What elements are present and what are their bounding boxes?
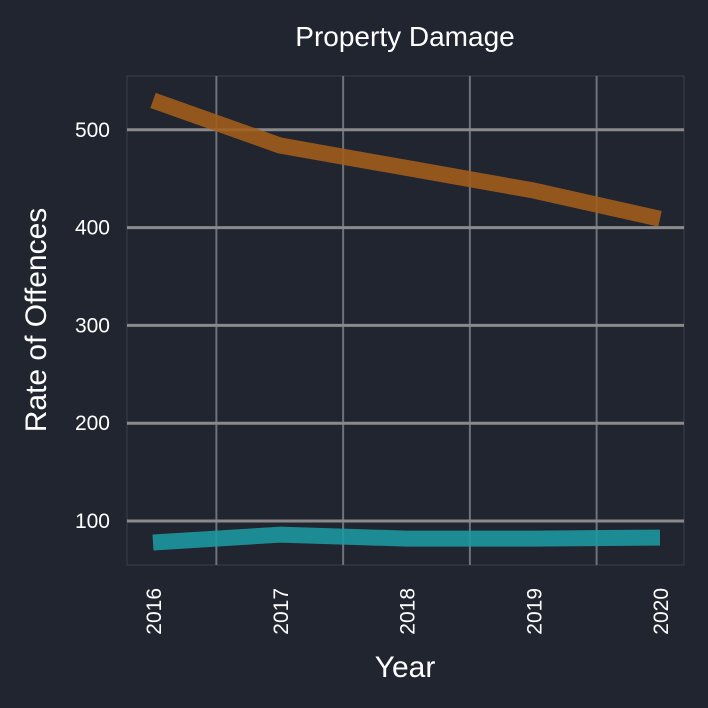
x-axis-ticks: 2016 2017 2018 2019 2020 bbox=[143, 588, 673, 635]
series-lines bbox=[150, 92, 662, 551]
x-tick-label: 2020 bbox=[650, 588, 673, 635]
plot-panel bbox=[126, 75, 685, 566]
y-tick-label: 400 bbox=[75, 217, 110, 240]
y-tick-label: 300 bbox=[75, 314, 110, 337]
y-tick-label: 200 bbox=[75, 412, 110, 435]
y-axis-ticks: 100 200 300 400 500 bbox=[75, 119, 110, 533]
y-axis-title: Rate of Offences bbox=[20, 208, 53, 433]
x-tick-label: 2017 bbox=[270, 588, 293, 635]
y-tick-label: 100 bbox=[75, 510, 110, 533]
series-line-1 bbox=[150, 92, 662, 227]
x-axis-title: Year bbox=[375, 651, 436, 684]
x-tick-label: 2018 bbox=[397, 588, 420, 635]
x-tick-label: 2016 bbox=[143, 588, 166, 635]
y-tick-label: 500 bbox=[75, 119, 110, 142]
series-line-2 bbox=[152, 526, 661, 551]
chart-title: Property Damage bbox=[295, 21, 514, 52]
x-tick-label: 2019 bbox=[523, 588, 546, 635]
